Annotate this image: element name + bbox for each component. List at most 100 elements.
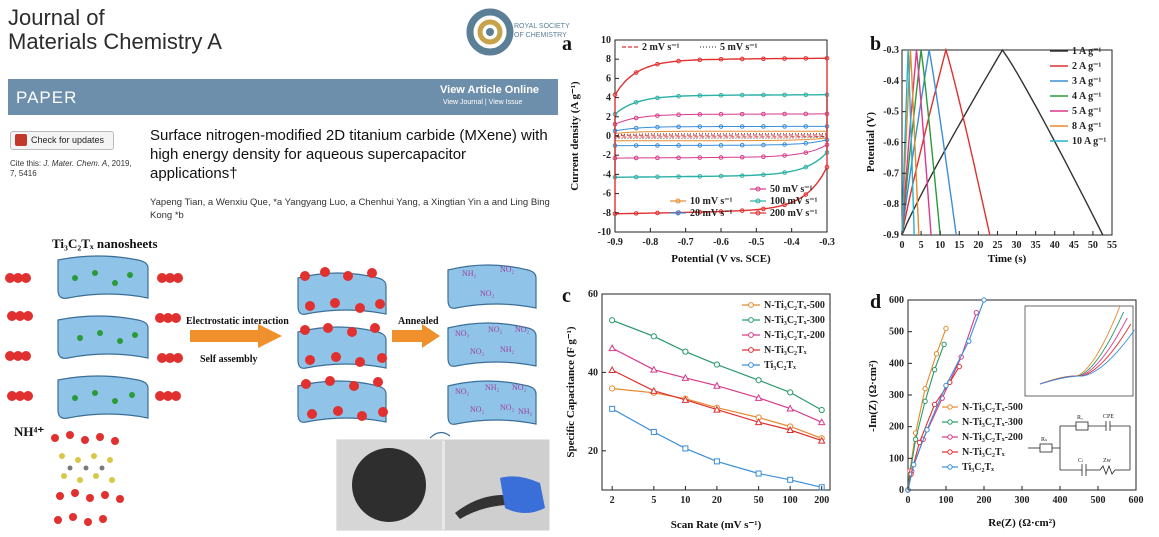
circuit-label-cpe: CPE	[1103, 414, 1114, 420]
y-tick-label: -0.9	[883, 230, 899, 241]
data-point	[697, 143, 703, 148]
data-point	[633, 155, 639, 161]
x-tick-label: 0	[900, 240, 905, 251]
y-tick-label: 0	[606, 131, 611, 142]
data-point	[633, 174, 639, 180]
nanosheet	[447, 380, 537, 425]
y-tick-label: -0.8	[883, 199, 899, 210]
data-point	[697, 174, 703, 179]
data-point	[739, 173, 745, 178]
group-label: NO₂	[480, 289, 495, 298]
x-tick-label: 40	[1050, 240, 1060, 251]
journal-name: Journal of Materials Chemistry A	[8, 6, 222, 54]
data-point	[682, 445, 689, 452]
group-label: NO₃	[455, 329, 470, 338]
x-tick-label: 20	[712, 495, 722, 506]
legend-marker	[947, 449, 953, 455]
y-tick-label: 20	[588, 446, 598, 457]
x-tick-label: 2	[610, 495, 615, 506]
legend-label: N-Ti₃C₂Tₓ-500	[962, 402, 1023, 413]
circuit-label-cl: Cₗ	[1078, 458, 1083, 464]
group-label: NO₂	[455, 387, 470, 396]
y-tick-label: 60	[588, 289, 598, 300]
data-point	[943, 382, 949, 389]
data-point	[931, 366, 938, 373]
data-point	[761, 142, 766, 148]
y-tick-label: -0.6	[883, 138, 899, 149]
data-point	[676, 143, 681, 148]
data-point	[718, 155, 724, 160]
check-updates-button[interactable]: Check for updates	[10, 131, 114, 150]
data-point	[739, 208, 745, 213]
data-point	[824, 164, 830, 170]
x-tick-label: 20	[973, 240, 983, 251]
y-tick-label: 40	[588, 367, 598, 378]
legend-marker	[675, 210, 681, 216]
data-point	[956, 363, 963, 370]
data-point	[922, 385, 928, 392]
y-tick-label: -0.3	[883, 45, 899, 56]
data-point	[609, 317, 616, 324]
nanosheet	[447, 322, 537, 367]
data-point	[676, 155, 681, 161]
crystal-structure	[51, 431, 124, 526]
step1-bottom-label: Self assembly	[200, 354, 258, 365]
legend-label: 100 mV s⁻¹	[770, 196, 818, 207]
y-tick-label: 100	[889, 453, 904, 464]
rate-capability-panel: c 2 5 10 20 50 100 200 20 40 60 Scan Rate (mV s⁻¹…	[562, 286, 831, 531]
x-tick-label: -0.5	[748, 237, 764, 248]
data-point	[981, 297, 987, 303]
data-point	[655, 95, 660, 101]
data-point	[681, 373, 690, 381]
view-article-online-link[interactable]: View Article Online	[440, 84, 540, 96]
data-point	[931, 401, 938, 408]
y-axis-label: Potential (V)	[865, 112, 877, 173]
legend-marker	[748, 317, 754, 323]
data-point	[911, 461, 917, 468]
group-label: NH₂	[518, 407, 533, 416]
legend-label: N-Ti₃C₂Tₓ	[962, 447, 1005, 458]
cite-journal: J. Mater. Chem. A	[43, 159, 108, 168]
data-point	[609, 385, 616, 392]
rsc-logo-text: ROYAL SOCIETY OF CHEMISTRY	[514, 23, 570, 39]
data-point	[650, 428, 657, 435]
x-tick-label: 50	[1088, 240, 1098, 251]
y-tick-label: -0.7	[883, 168, 899, 179]
data-point	[650, 365, 658, 373]
data-point	[655, 174, 660, 180]
data-point	[718, 124, 724, 129]
x-tick-label: 200	[814, 495, 829, 506]
x-tick-label: 35	[1031, 240, 1041, 251]
x-tick-label: -0.8	[642, 237, 658, 248]
gcd-curve	[901, 47, 991, 236]
legend-label: N-Ti₃C₂Tₓ	[764, 345, 807, 356]
y-axis-label: Specific Capacitance (F g⁻¹)	[565, 326, 577, 458]
sheet-stack-pristine	[57, 255, 149, 419]
x-tick-label: 5	[919, 240, 924, 251]
y-tick-label: 2	[606, 112, 611, 123]
data-point	[782, 142, 787, 147]
y-tick-label: 10	[601, 35, 611, 46]
x-axis-label: Potential (V vs. SCE)	[671, 253, 771, 265]
step1-top-label: Electrostatic interaction	[186, 316, 289, 327]
y-axis-label: Current density (A g⁻¹)	[569, 81, 581, 191]
y-tick-label: -10	[598, 227, 611, 238]
data-point	[697, 93, 703, 98]
x-tick-label: 500	[1091, 495, 1106, 506]
y-tick-label: -4	[603, 169, 611, 180]
data-point	[608, 344, 616, 352]
data-point	[803, 150, 809, 155]
x-tick-label: 0	[906, 495, 911, 506]
data-point	[782, 56, 787, 61]
view-journal-link[interactable]: View Journal | View Issue	[443, 99, 523, 106]
y-tick-label: 200	[889, 422, 904, 433]
data-point	[718, 143, 724, 148]
data-point	[697, 124, 703, 129]
author-list: Yapeng Tian, a Wenxiu Que, *a Yangyang L…	[150, 197, 550, 221]
legend-marker	[947, 404, 953, 410]
legend-label: 10 A g⁻¹	[1072, 136, 1106, 147]
data-point	[803, 140, 809, 146]
gcd-curve	[901, 49, 941, 236]
data-point	[933, 351, 940, 357]
data-point	[818, 406, 825, 414]
